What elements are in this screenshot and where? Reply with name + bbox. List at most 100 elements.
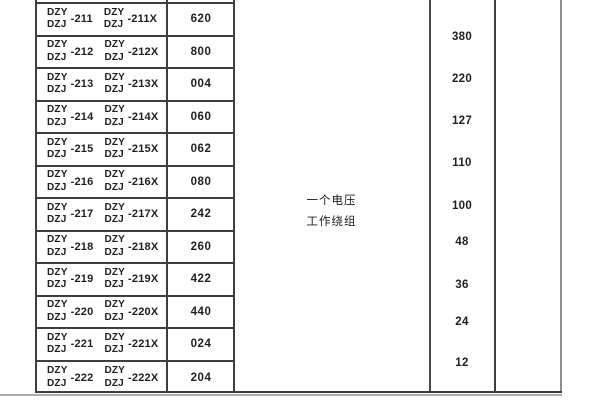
winding-label-line1: 一个电压: [306, 195, 357, 207]
table-bottom-border: [35, 391, 562, 393]
model-cell: DZY DZJ -212 DZY DZJ -212X: [35, 37, 167, 68]
voltage-value: 100: [451, 200, 473, 212]
model-group-base: DZY DZJ -220: [47, 299, 93, 324]
brand-stack: DZY DZJ: [47, 137, 68, 162]
model-group-base: DZY DZJ -221: [47, 332, 93, 357]
code-value: 062: [190, 143, 212, 156]
model-group-base: DZY DZJ -211: [47, 7, 93, 32]
brand-dzy-label: DZY: [47, 299, 68, 311]
model-cell: DZY DZJ -221 DZY DZJ -221X: [35, 329, 167, 360]
code-value: 242: [190, 208, 212, 221]
model-number-x: -215X: [128, 143, 159, 156]
model-number-x: -213X: [128, 78, 159, 91]
table-row: DZY DZJ -217 DZY DZJ -217X 242: [35, 199, 235, 232]
brand-stack: DZY DZJ: [47, 365, 68, 390]
brand-stack: DZY DZJ: [104, 39, 125, 64]
voltage-column: 380 220 127 110 100 48 36 24 12: [429, 0, 495, 392]
brand-dzj-label: DZJ: [47, 214, 67, 226]
brand-dzy-label: DZY: [104, 234, 126, 246]
model-group-base: DZY DZJ -214: [47, 104, 93, 129]
model-group-base: DZY DZJ -218: [47, 234, 93, 259]
code-value: 024: [190, 338, 212, 351]
code-value: 004: [190, 78, 212, 91]
grid-vline-right-edge: [560, 0, 562, 392]
brand-dzj-label: DZJ: [47, 344, 67, 356]
brand-dzj-label: DZJ: [104, 279, 124, 291]
brand-stack: DZY DZJ: [47, 299, 68, 324]
brand-dzy-label: DZY: [104, 299, 126, 311]
model-cell: DZY DZJ -222 DZY DZJ -222X: [35, 362, 167, 395]
brand-dzy-label: DZY: [104, 266, 126, 278]
model-cell: DZY DZJ -213 DZY DZJ -213X: [35, 69, 167, 100]
model-number: -221: [70, 338, 94, 351]
brand-stack: DZY DZJ: [47, 234, 68, 259]
voltage-value: 36: [455, 279, 469, 291]
model-group-x-variant: DZY DZJ -212X: [104, 39, 158, 64]
code-value: 440: [190, 305, 212, 318]
model-group-x-variant: DZY DZJ -216X: [104, 169, 158, 194]
brand-dzy-label: DZY: [47, 266, 68, 278]
brand-dzy-label: DZY: [104, 104, 126, 116]
brand-dzj-label: DZJ: [47, 377, 67, 389]
model-group-x-variant: DZY DZJ -211X: [104, 7, 157, 32]
code-value: 260: [190, 240, 212, 253]
brand-dzj-label: DZJ: [104, 311, 124, 323]
brand-stack: DZY DZJ: [47, 332, 68, 357]
brand-dzy-label: DZY: [47, 169, 68, 181]
brand-dzj-label: DZJ: [104, 344, 124, 356]
brand-stack: DZY DZJ: [47, 267, 68, 292]
brand-dzj-label: DZJ: [104, 181, 124, 193]
brand-dzy-label: DZY: [104, 365, 126, 377]
brand-stack: DZY DZJ: [47, 104, 68, 129]
brand-stack: DZY DZJ: [104, 267, 125, 292]
model-number-x: -220X: [128, 305, 159, 318]
brand-dzy-label: DZY: [47, 71, 68, 83]
model-cell: DZY DZJ -211 DZY DZJ -211X: [35, 4, 167, 35]
brand-stack: DZY DZJ: [104, 137, 125, 162]
code-value: 060: [190, 110, 212, 123]
table-row: DZY DZJ -222 DZY DZJ -222X 204: [35, 362, 235, 395]
brand-dzj-label: DZJ: [47, 246, 67, 258]
brand-dzj-label: DZJ: [47, 19, 67, 31]
model-group-x-variant: DZY DZJ -214X: [104, 104, 158, 129]
model-group-x-variant: DZY DZJ -217X: [104, 202, 158, 227]
voltage-value: 220: [451, 73, 473, 85]
table-row: DZY DZJ -213 DZY DZJ -213X 004: [35, 69, 235, 102]
code-value: 620: [190, 13, 212, 26]
brand-dzy-label: DZY: [47, 365, 68, 377]
model-cell: DZY DZJ -218 DZY DZJ -218X: [35, 232, 167, 263]
brand-stack: DZY DZJ: [104, 299, 125, 324]
brand-dzj-label: DZJ: [104, 214, 124, 226]
voltage-value: 48: [455, 236, 469, 248]
model-group-base: DZY DZJ -222: [47, 365, 93, 390]
brand-stack: DZY DZJ: [104, 169, 125, 194]
winding-label: 一个电压 工作绕组: [233, 191, 430, 232]
grid-vline-left-edge: [35, 0, 37, 392]
brand-dzy-label: DZY: [104, 136, 126, 148]
grid-vline-winding-voltage: [429, 0, 431, 392]
model-code-table: DZY DZJ -211 DZY DZJ -211X 620 DZY DZJ: [35, 2, 235, 394]
model-number: -217: [70, 208, 94, 221]
model-number: -214: [70, 110, 94, 123]
brand-dzy-label: DZY: [104, 39, 126, 51]
brand-stack: DZY DZJ: [104, 104, 125, 129]
brand-dzy-label: DZY: [47, 234, 68, 246]
brand-stack: DZY DZJ: [47, 7, 68, 32]
model-group-base: DZY DZJ -213: [47, 72, 93, 97]
empty-column: [494, 0, 562, 392]
brand-dzy-label: DZY: [47, 136, 68, 148]
model-group-base: DZY DZJ -216: [47, 169, 93, 194]
brand-dzy-label: DZY: [104, 169, 126, 181]
model-number-x: -217X: [128, 208, 159, 221]
model-group-x-variant: DZY DZJ -215X: [104, 137, 158, 162]
model-group-x-variant: DZY DZJ -218X: [104, 234, 158, 259]
page-edge-line: [0, 394, 562, 396]
brand-dzj-label: DZJ: [104, 246, 124, 258]
brand-dzy-label: DZY: [104, 71, 126, 83]
model-cell: DZY DZJ -216 DZY DZJ -216X: [35, 167, 167, 198]
winding-cell: 一个电压 工作绕组: [233, 0, 430, 392]
brand-stack: DZY DZJ: [104, 332, 125, 357]
brand-dzj-label: DZJ: [47, 51, 67, 63]
brand-dzy-label: DZY: [47, 6, 68, 18]
brand-stack: DZY DZJ: [104, 202, 125, 227]
